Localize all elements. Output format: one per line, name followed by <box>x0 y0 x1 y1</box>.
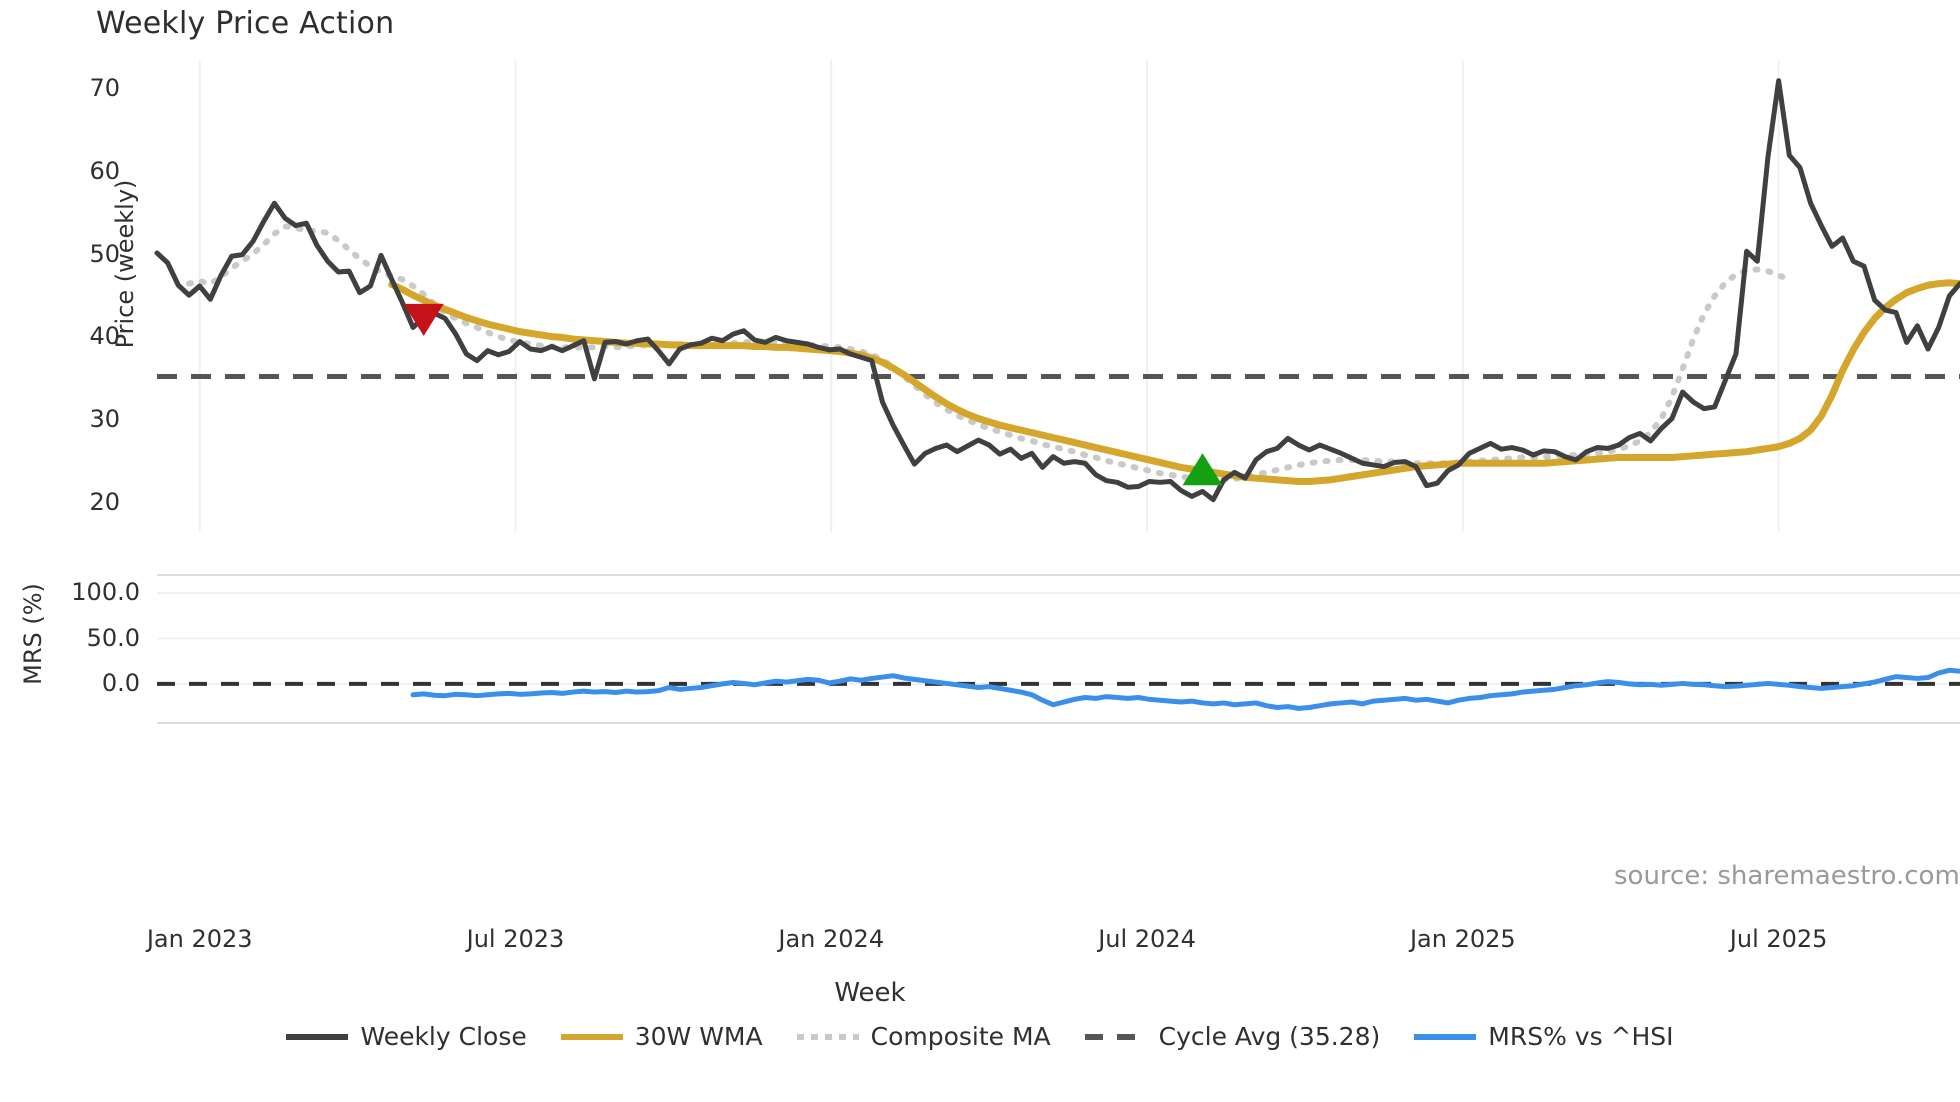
legend-label: MRS% vs ^HSI <box>1488 1022 1674 1051</box>
x-axis-label: Week <box>834 978 906 1008</box>
series-mrs <box>410 667 1960 711</box>
x-tick-label: Jan 2023 <box>146 925 253 953</box>
legend-item[interactable]: Weekly Close <box>286 1022 527 1051</box>
x-tick-label: Jan 2024 <box>778 925 885 953</box>
price-y-tick-label: 30 <box>89 405 120 434</box>
x-tick-label: Jan 2025 <box>1409 925 1516 953</box>
source-watermark: source: sharemaestro.com <box>1614 861 1960 891</box>
legend-item[interactable]: MRS% vs ^HSI <box>1414 1022 1674 1051</box>
x-tick-label: Jul 2024 <box>1098 925 1196 953</box>
page-title: Weekly Price Action <box>96 6 395 41</box>
price-y-tick-label: 20 <box>89 488 120 517</box>
legend-swatch-solid <box>560 1033 623 1040</box>
legend-item[interactable]: Cycle Avg (35.28) <box>1084 1022 1381 1051</box>
legend-label: Cycle Avg (35.28) <box>1158 1022 1381 1051</box>
legend-label: Weekly Close <box>360 1022 527 1051</box>
buy-marker <box>1182 453 1223 486</box>
legend-swatch-solid <box>286 1033 349 1040</box>
legend-item[interactable]: 30W WMA <box>560 1022 763 1051</box>
mrs-y-tick-label: 50.0 <box>86 623 140 652</box>
legend-swatch-dotted <box>796 1033 859 1040</box>
price-y-tick-label: 70 <box>89 73 120 102</box>
legend-swatch-dashed <box>1084 1033 1147 1040</box>
x-tick-label: Jul 2025 <box>1729 925 1828 953</box>
sell-marker <box>403 303 444 336</box>
legend-item[interactable]: Composite MA <box>796 1022 1051 1051</box>
price-y-tick-label: 40 <box>89 322 120 351</box>
legend-label: 30W WMA <box>634 1022 763 1051</box>
legend-swatch-solid <box>1414 1033 1477 1040</box>
x-tick-label: Jul 2023 <box>466 925 565 953</box>
legend-label: Composite MA <box>870 1022 1051 1051</box>
series-weekly-close <box>154 78 1960 503</box>
price-y-tick-label: 60 <box>89 156 120 185</box>
mrs-y-tick-label: 100.0 <box>71 578 140 607</box>
chart-legend: Weekly Close 30W WMA Composite MA Cycle Avg… <box>0 1022 1960 1051</box>
mrs-y-tick-label: 0.0 <box>101 668 140 697</box>
series-composite-ma <box>186 223 1793 483</box>
price-y-tick-label: 50 <box>89 239 120 268</box>
